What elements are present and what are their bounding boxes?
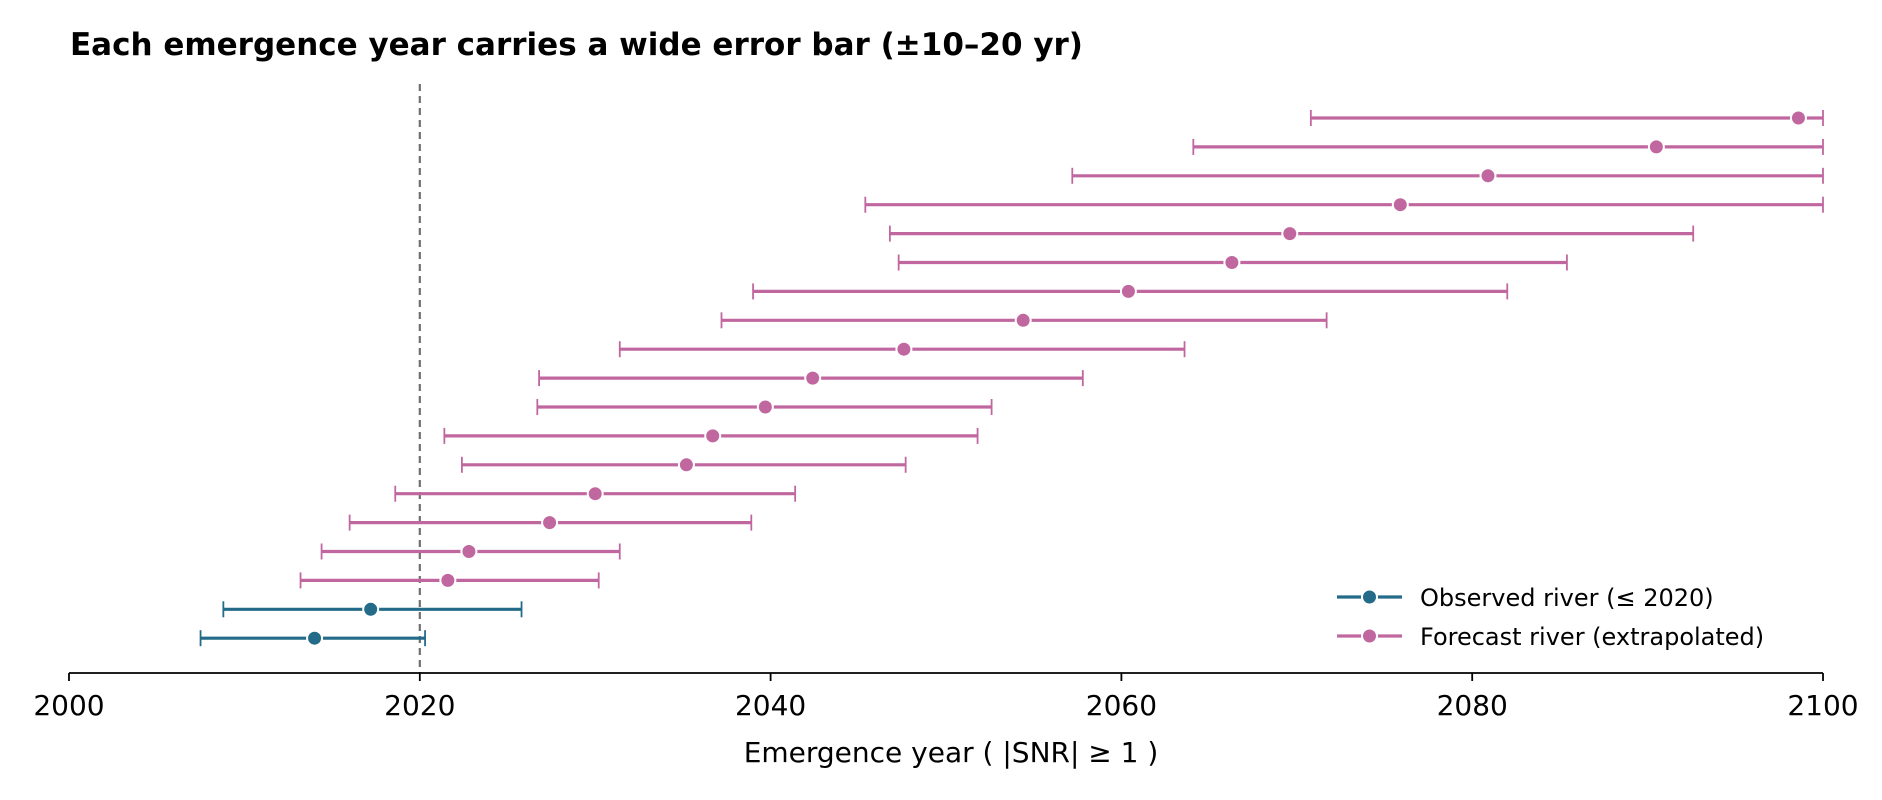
legend-label-forecast: Forecast river (extrapolated): [1420, 623, 1764, 651]
x-axis-label: Emergence year ( |SNR| ≥ 1 ): [744, 736, 1159, 769]
error-bar-7: [460, 456, 907, 474]
data-point: [1119, 282, 1137, 300]
legend-entry-observed: Observed river (≤ 2020): [1337, 584, 1714, 612]
error-bar-3: [299, 571, 600, 589]
error-bar-12: [720, 311, 1328, 329]
data-point: [677, 456, 695, 474]
x-tick-label-2100: 2100: [1787, 689, 1858, 722]
error-bar-11: [618, 340, 1186, 358]
data-point: [586, 485, 604, 503]
data-point: [460, 543, 478, 560]
error-bar-18: [1192, 138, 1824, 156]
data-point: [439, 571, 457, 589]
x-tick-label-2020: 2020: [384, 689, 455, 722]
data-point: [1391, 196, 1409, 214]
error-bar-13: [752, 282, 1509, 300]
x-axis: 2000 2020 2040 2060 2080 2100: [33, 672, 1859, 722]
error-bar-5: [348, 514, 753, 532]
data-point: [756, 398, 774, 416]
error-bars-layer: [199, 109, 1824, 647]
error-bar-2: [222, 600, 523, 618]
error-bar-1: [199, 629, 426, 647]
legend-marker-observed: [1361, 588, 1378, 606]
data-point: [895, 340, 913, 358]
data-point: [1647, 138, 1665, 156]
data-point: [362, 600, 380, 618]
x-tick-label-2080: 2080: [1437, 689, 1508, 722]
data-point: [1281, 225, 1299, 243]
legend: Observed river (≤ 2020) Forecast river (…: [1337, 584, 1764, 651]
error-bar-4: [320, 543, 621, 560]
error-bar-10: [538, 369, 1084, 387]
data-point: [306, 629, 324, 647]
error-bar-9: [536, 398, 993, 416]
legend-label-observed: Observed river (≤ 2020): [1420, 584, 1714, 612]
chart-title: Each emergence year carries a wide error…: [70, 27, 1083, 63]
data-point: [804, 369, 822, 387]
error-bar-14: [897, 254, 1568, 271]
data-point: [1223, 254, 1241, 271]
data-point: [1789, 109, 1807, 127]
data-point: [704, 427, 722, 445]
legend-marker-forecast: [1361, 627, 1378, 645]
x-tick-label-2060: 2060: [1086, 689, 1157, 722]
data-point: [1479, 167, 1497, 185]
error-bar-19: [1309, 109, 1824, 127]
error-bar-15: [888, 225, 1695, 243]
error-bar-6: [394, 485, 797, 503]
error-bar-17: [1071, 167, 1824, 185]
data-point: [541, 514, 559, 532]
legend-entry-forecast: Forecast river (extrapolated): [1337, 623, 1764, 651]
x-tick-label-2040: 2040: [735, 689, 806, 722]
error-bar-8: [443, 427, 979, 445]
error-bar-16: [864, 196, 1824, 214]
x-tick-label-2000: 2000: [33, 689, 104, 722]
data-point: [1014, 311, 1032, 329]
